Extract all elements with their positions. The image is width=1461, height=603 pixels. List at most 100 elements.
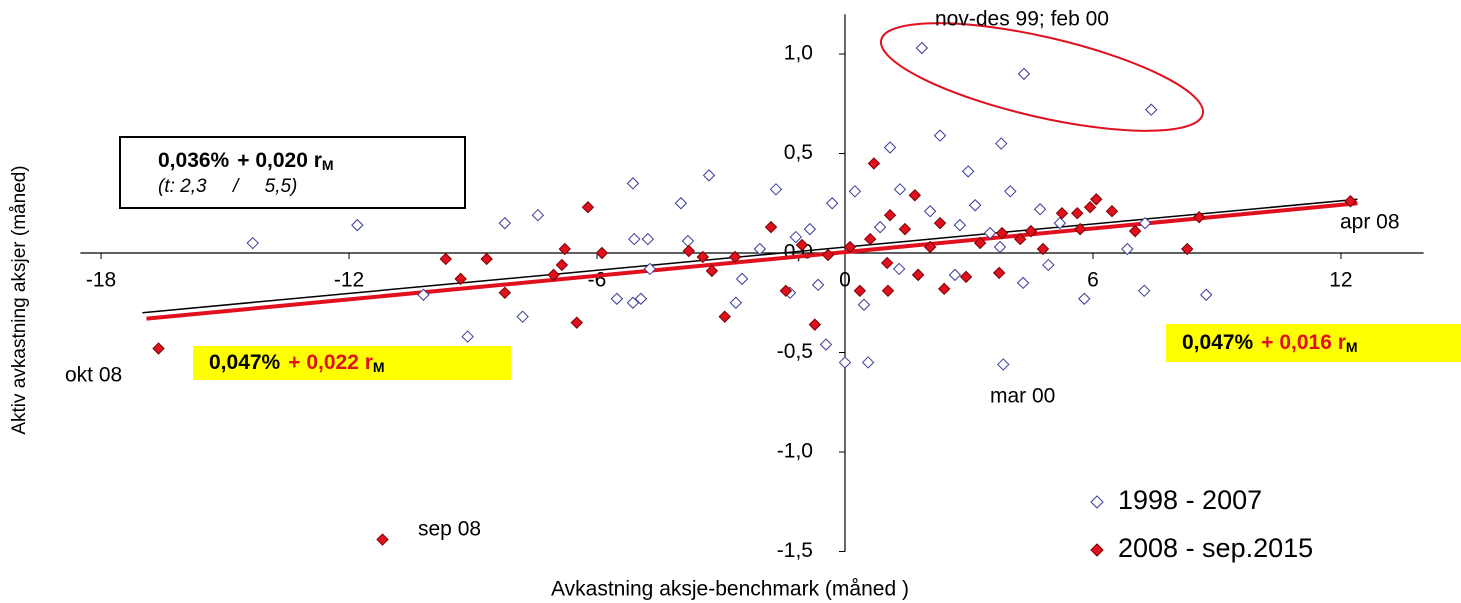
point <box>893 183 907 196</box>
point <box>1138 216 1152 230</box>
point <box>531 208 545 222</box>
point <box>808 318 822 331</box>
point <box>825 197 839 210</box>
x-tick-label: -12 <box>334 269 364 292</box>
point <box>973 236 987 250</box>
point <box>881 284 895 298</box>
point <box>696 250 710 264</box>
point <box>628 232 641 246</box>
point <box>376 533 389 546</box>
point <box>995 226 1009 240</box>
point <box>883 141 897 154</box>
point <box>555 258 569 272</box>
point <box>1090 193 1103 206</box>
point <box>246 236 259 250</box>
point <box>516 310 529 323</box>
point <box>641 232 655 246</box>
point <box>789 230 803 244</box>
point <box>880 256 894 270</box>
point <box>1128 224 1142 238</box>
legend-marker <box>1090 495 1104 509</box>
point <box>867 157 881 170</box>
x-tick-label: 6 <box>1087 269 1099 292</box>
equation-box <box>1166 324 1461 362</box>
point <box>570 316 583 329</box>
legend-label: 1998 - 2007 <box>1118 485 1262 515</box>
point <box>595 246 609 260</box>
point <box>933 129 947 142</box>
point <box>674 197 688 210</box>
point <box>923 205 937 218</box>
point <box>838 356 852 369</box>
trend-line <box>142 198 1358 314</box>
subscript: M <box>1346 339 1358 355</box>
point <box>581 201 595 214</box>
point <box>682 244 695 258</box>
intercept: 0,036% <box>158 149 230 172</box>
subscript: M <box>373 359 385 375</box>
point <box>1344 195 1357 208</box>
point <box>811 278 825 292</box>
equation-box <box>193 346 511 380</box>
point <box>547 268 560 282</box>
x-axis-label: Avkastning aksje-benchmark (måned ) <box>551 578 909 601</box>
y-axis-label: Aktiv avkastning aksjer (måned) <box>9 165 30 434</box>
point <box>948 268 962 282</box>
point <box>439 252 452 266</box>
t-stats: (t: 2,3 / 5,5) <box>158 176 297 197</box>
point <box>961 165 975 178</box>
point <box>1105 205 1119 218</box>
trend-line <box>146 201 1358 321</box>
point <box>915 41 929 55</box>
point <box>729 296 743 309</box>
point <box>498 216 512 230</box>
point <box>1014 232 1027 246</box>
point <box>968 199 982 212</box>
point <box>883 208 897 222</box>
point <box>498 286 512 300</box>
point <box>718 310 731 323</box>
point <box>898 222 912 236</box>
slope: + 0,020 r <box>237 149 322 172</box>
point <box>819 338 833 351</box>
equation-box <box>119 136 466 209</box>
y-tick-label: -1,0 <box>777 440 813 463</box>
point <box>705 264 719 278</box>
slope: + 0,016 r <box>1261 331 1346 354</box>
point <box>1145 103 1158 116</box>
point <box>1083 201 1097 214</box>
point <box>937 282 951 296</box>
point <box>908 189 922 202</box>
point <box>843 240 857 254</box>
point <box>779 284 793 298</box>
point <box>1180 242 1194 256</box>
point <box>461 330 474 343</box>
point <box>681 234 695 248</box>
equation: 0,047% + 0,022 rM <box>209 351 385 375</box>
annotation: okt 08 <box>65 364 122 387</box>
point <box>1121 242 1134 256</box>
y-tick-label: 0,5 <box>784 141 813 164</box>
point <box>558 242 571 256</box>
point <box>626 177 640 190</box>
point <box>626 296 640 309</box>
point <box>933 216 947 230</box>
intercept: 0,047% <box>209 351 281 374</box>
point <box>911 268 925 282</box>
point <box>480 252 493 266</box>
point <box>1192 210 1206 224</box>
point <box>993 240 1007 254</box>
point <box>643 262 657 276</box>
point <box>728 250 742 264</box>
point <box>1138 284 1151 298</box>
point <box>1016 276 1030 290</box>
y-tick-label: -0,5 <box>777 340 813 363</box>
point <box>853 284 867 298</box>
point <box>1200 288 1213 301</box>
point <box>764 220 778 234</box>
point <box>769 183 783 196</box>
point <box>1078 292 1091 305</box>
point <box>634 292 648 305</box>
slope: + 0,022 r <box>288 351 373 374</box>
